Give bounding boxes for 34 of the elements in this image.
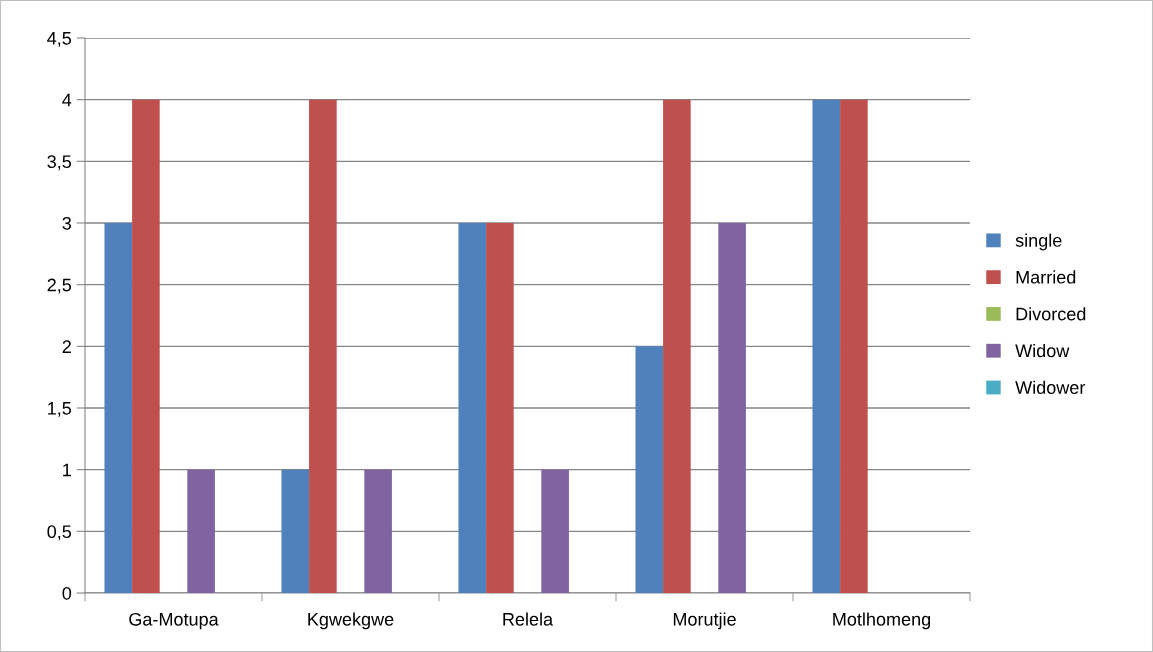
- y-tick-label: 0: [62, 586, 72, 600]
- x-tick-label: Relela: [503, 612, 554, 626]
- y-tick-label: 3: [62, 216, 72, 230]
- y-tick-label: 4,5: [47, 32, 72, 47]
- legend-label: Widow: [1015, 343, 1070, 358]
- y-tick-label: 2: [62, 340, 71, 353]
- bar: [541, 469, 569, 593]
- legend-label: Divorced: [1016, 307, 1086, 321]
- legend-label: single: [1015, 233, 1062, 251]
- y-tick-label: 1: [63, 463, 71, 477]
- bar: [132, 99, 160, 593]
- bar: [486, 223, 514, 593]
- x-tick-label: Ga-Motupa: [129, 612, 219, 630]
- bar: [840, 99, 868, 593]
- bar: [635, 346, 664, 593]
- bar: [812, 99, 841, 593]
- bar: [281, 469, 310, 593]
- bar: [364, 469, 392, 593]
- bar: [663, 99, 691, 593]
- bar: [718, 223, 746, 593]
- y-tick-label: 2,5: [47, 278, 72, 294]
- y-tick-label: 3,5: [47, 155, 72, 171]
- x-tick-label: Kgwekgwe: [308, 612, 394, 630]
- bar: [458, 223, 487, 593]
- legend-label: Widower: [1015, 380, 1086, 394]
- y-tick-label: 4: [62, 93, 72, 107]
- y-tick-label: 1,5: [48, 402, 72, 417]
- bar: [309, 99, 337, 593]
- legend-label: Married: [1016, 270, 1076, 284]
- bar: [187, 469, 215, 593]
- bar: [104, 223, 133, 593]
- x-tick-label: Morutjie: [673, 612, 736, 630]
- x-tick-label: Motlhomeng: [833, 612, 931, 630]
- y-tick-label: 0,5: [47, 525, 72, 541]
